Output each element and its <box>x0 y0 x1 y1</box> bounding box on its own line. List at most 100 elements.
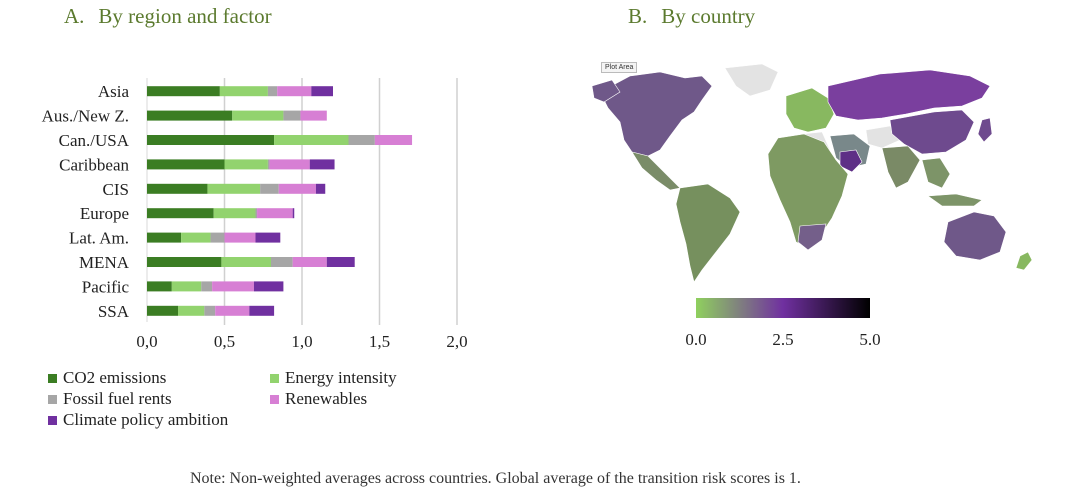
legend-item-energy: Energy intensity <box>270 368 397 388</box>
map-australia <box>943 211 1007 261</box>
bar-segment <box>147 183 208 194</box>
category-label: Lat. Am. <box>69 229 129 248</box>
bar-segment <box>178 305 205 316</box>
bar-segment <box>207 183 261 194</box>
legend-label-energy: Energy intensity <box>285 368 397 387</box>
map-india <box>881 145 921 189</box>
category-label: SSA <box>98 302 130 321</box>
colorbar-gradient <box>696 298 870 318</box>
bar-segment <box>224 232 256 243</box>
bar-segment <box>147 110 233 121</box>
map-southern-africa <box>797 223 827 251</box>
colorbar-tick-label: 0.0 <box>685 330 706 349</box>
colorbar-tick-label: 5.0 <box>859 330 880 349</box>
bar-segment <box>232 110 284 121</box>
bar-segment <box>147 159 225 170</box>
bar-segment <box>147 86 220 97</box>
bar-segment <box>204 305 216 316</box>
legend-swatch-co2 <box>48 373 57 383</box>
bar-segment <box>257 208 293 219</box>
legend-item-fossil: Fossil fuel rents <box>48 389 172 409</box>
x-tick-label: 0,0 <box>136 332 157 351</box>
legend-label-climate: Climate policy ambition <box>63 410 229 429</box>
bar-segment <box>147 232 182 243</box>
bar-segment <box>147 281 172 292</box>
map-mexico <box>631 151 681 191</box>
plot-area-tag: Plot Area <box>601 62 638 73</box>
map-greenland <box>724 63 779 97</box>
bar-segment <box>269 159 310 170</box>
map-saudi-arabia <box>839 149 863 173</box>
bar-segment <box>255 232 281 243</box>
bar-segment <box>309 159 335 170</box>
category-label: Asia <box>98 82 130 101</box>
panel-a-title-text: By region and factor <box>98 4 272 28</box>
map-china <box>889 109 975 155</box>
legend-label-renewables: Renewables <box>285 389 368 408</box>
category-label: Caribbean <box>59 155 129 174</box>
bar-segment <box>147 257 222 267</box>
world-map <box>591 63 1033 283</box>
map-indonesia <box>927 193 983 207</box>
bar-segment <box>147 135 275 145</box>
bar-segment <box>210 232 225 243</box>
bar-segment <box>201 281 213 292</box>
map-europe <box>785 87 835 133</box>
x-tick-label: 1,0 <box>291 332 312 351</box>
bar-segment <box>213 208 256 219</box>
legend-swatch-climate <box>48 415 57 425</box>
bar-segment <box>224 159 268 170</box>
category-label: Aus./New Z. <box>42 107 129 126</box>
bar-segment <box>212 281 254 292</box>
x-tick-label: 1,5 <box>369 332 390 351</box>
colorbar-tick-label: 2.5 <box>772 330 793 349</box>
bar-segment <box>292 208 295 219</box>
panel-a-letter: A. <box>64 4 85 28</box>
bar-segment <box>277 86 312 97</box>
x-tick-label: 0,5 <box>214 332 235 351</box>
panel-a-title: A. By region and factor <box>64 4 272 29</box>
legend-swatch-fossil <box>48 394 57 404</box>
bar-segment <box>255 208 258 219</box>
bar-segment <box>348 135 375 145</box>
category-label: MENA <box>79 253 130 272</box>
bar-segment <box>215 305 250 316</box>
x-tick-label: 2,0 <box>446 332 467 351</box>
bar-segment <box>181 232 211 243</box>
panel-b-letter: B. <box>628 4 648 28</box>
category-label: Can./USA <box>59 131 130 150</box>
panel-b-title: B. By country <box>628 4 755 29</box>
map-southeast-asia <box>921 157 951 189</box>
bar-segment <box>260 183 279 194</box>
bar-segment <box>147 208 214 219</box>
bar-segment <box>249 305 275 316</box>
bar-segment <box>271 257 293 267</box>
bar-segment <box>221 257 271 267</box>
category-label: Europe <box>80 204 129 223</box>
bar-segment <box>283 110 301 121</box>
bar-segment <box>278 183 316 194</box>
bar-segment <box>374 135 413 145</box>
map-north-america <box>599 71 713 157</box>
bar-segment <box>171 281 202 292</box>
legend-swatch-renewables <box>270 394 279 404</box>
bar-segment <box>274 135 349 145</box>
map-south-america <box>675 183 741 283</box>
map-colorbar: 0.0 2.5 5.0 <box>685 298 881 349</box>
bar-segment <box>311 86 333 97</box>
legend-swatch-energy <box>270 373 279 383</box>
legend-label-co2: CO2 emissions <box>63 368 167 387</box>
bar-segment <box>300 110 327 121</box>
bar-segment <box>147 305 178 316</box>
legend-label-fossil: Fossil fuel rents <box>63 389 172 408</box>
bar-segment <box>292 257 327 267</box>
legend-item-climate: Climate policy ambition <box>48 410 228 430</box>
map-new-zealand <box>1015 251 1033 271</box>
panel-b-title-text: By country <box>661 4 756 28</box>
stacked-bar-chart: Asia Aus./New Z. Can./USA Caribbean CIS Europ… <box>42 78 468 351</box>
footnote: Note: Non-weighted averages across count… <box>190 470 801 487</box>
map-japan <box>977 117 993 143</box>
legend-item-renewables: Renewables <box>270 389 367 409</box>
bar-segment <box>315 183 326 194</box>
category-label: CIS <box>103 180 129 199</box>
